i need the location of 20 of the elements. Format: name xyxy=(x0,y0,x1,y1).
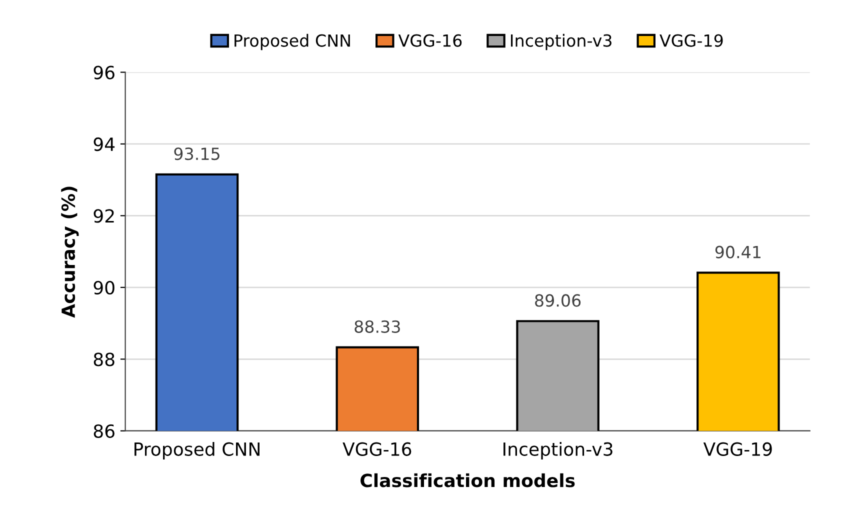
y-tick-label: 92 xyxy=(94,209,114,223)
x-tick-label: VGG-19 xyxy=(703,442,772,456)
legend-label: VGG-16 xyxy=(398,34,462,47)
x-axis-title: Classification models xyxy=(360,473,575,488)
x-tick-label: Inception-v3 xyxy=(504,442,612,460)
y-axis-title: Accuracy (%) xyxy=(61,186,79,318)
data-label: 90.41 xyxy=(715,246,760,258)
y-tick-label: 86 xyxy=(94,424,114,438)
data-label: 93.15 xyxy=(174,148,220,160)
x-tick-label: VGG-16 xyxy=(342,442,412,456)
legend-label: Inception-v3 xyxy=(510,34,612,50)
y-tick-label: 90 xyxy=(94,280,114,295)
legend-label: Proposed CNN xyxy=(234,34,350,50)
x-tick-label: Proposed CNN xyxy=(134,442,260,460)
y-tick-label: 96 xyxy=(94,66,114,80)
data-label: 88.33 xyxy=(354,320,400,333)
y-tick-label: 94 xyxy=(94,137,115,152)
legend-label: VGG-19 xyxy=(660,34,723,47)
data-label: 89.06 xyxy=(535,294,581,307)
y-tick-label: 88 xyxy=(94,352,114,366)
